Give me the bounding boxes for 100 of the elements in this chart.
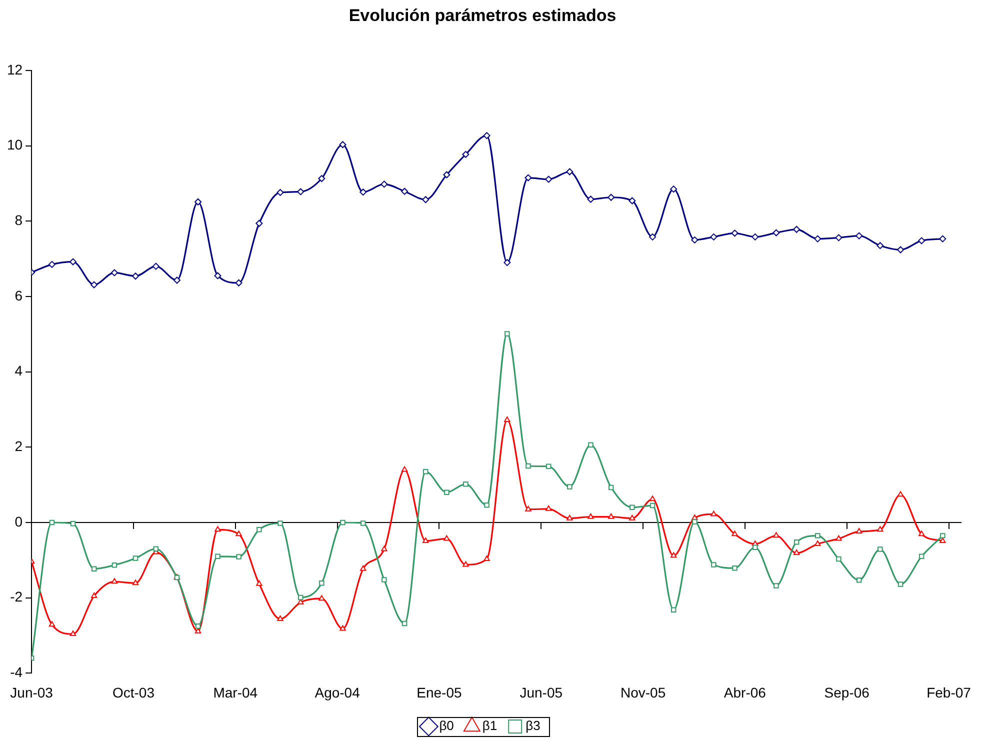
point — [628, 197, 636, 204]
chart-title: Evolución parámetros estimados — [348, 6, 616, 25]
point — [340, 520, 346, 526]
point — [774, 583, 779, 588]
point — [153, 546, 159, 552]
point — [256, 527, 262, 532]
point — [608, 484, 614, 490]
x-tick-label: Ago-04 — [314, 684, 360, 700]
point — [444, 490, 450, 495]
point — [443, 171, 450, 178]
point — [939, 235, 946, 242]
point — [649, 233, 656, 240]
point — [835, 234, 842, 242]
legend-label: β0 — [439, 718, 454, 734]
point — [794, 539, 800, 545]
point — [876, 242, 884, 250]
point — [546, 464, 552, 469]
x-tick-label: Jun-03 — [10, 684, 54, 700]
point — [462, 561, 469, 567]
point — [318, 595, 325, 601]
point — [360, 520, 366, 526]
point — [152, 262, 160, 270]
point — [422, 537, 429, 543]
point — [732, 530, 738, 536]
point — [567, 484, 572, 490]
point — [856, 232, 863, 240]
point — [90, 592, 98, 598]
point — [194, 198, 202, 206]
point — [298, 594, 304, 600]
y-tick-label: 0 — [14, 513, 23, 530]
point — [214, 272, 222, 280]
point — [110, 269, 118, 276]
point — [545, 176, 552, 183]
point — [752, 233, 759, 240]
point — [360, 565, 366, 571]
y-tick-label: 2 — [14, 438, 23, 454]
point — [195, 623, 201, 629]
point — [731, 230, 738, 237]
point — [525, 506, 532, 512]
point — [566, 168, 574, 176]
point — [815, 533, 820, 538]
point — [588, 513, 594, 519]
point — [629, 514, 636, 520]
point — [793, 226, 800, 233]
point — [566, 514, 573, 520]
point — [918, 554, 924, 560]
point — [856, 528, 862, 534]
point — [235, 279, 242, 286]
y-tick-label: 4 — [14, 362, 23, 379]
x-tick-label: Feb-07 — [926, 684, 972, 700]
point — [381, 546, 388, 552]
point — [49, 520, 55, 526]
point — [526, 463, 531, 469]
point — [297, 188, 304, 196]
point — [814, 540, 821, 546]
point — [256, 220, 263, 227]
point — [236, 554, 242, 560]
point — [692, 519, 698, 524]
point — [91, 566, 97, 572]
point — [483, 132, 490, 140]
point — [214, 526, 221, 532]
point — [691, 236, 698, 244]
point — [318, 175, 326, 182]
point — [132, 272, 140, 280]
point — [132, 556, 138, 561]
point — [732, 565, 738, 571]
point — [940, 533, 946, 538]
point — [898, 582, 904, 587]
point — [256, 580, 262, 586]
x-tick-label: Ene-05 — [416, 684, 462, 700]
point — [48, 260, 56, 268]
point — [752, 544, 758, 550]
y-tick-label: -2 — [10, 588, 23, 605]
point — [772, 229, 780, 236]
x-tick-label: Abr-06 — [724, 684, 766, 700]
legend-label: β1 — [482, 718, 498, 734]
point — [630, 504, 635, 510]
point — [484, 502, 490, 508]
point — [236, 530, 242, 536]
point — [422, 196, 430, 204]
point — [277, 615, 284, 621]
point — [649, 496, 656, 502]
point — [70, 521, 76, 526]
point — [504, 331, 510, 336]
point — [194, 628, 202, 634]
point — [319, 580, 324, 586]
point — [710, 510, 717, 516]
point — [380, 180, 388, 188]
point — [918, 530, 925, 536]
point — [918, 237, 926, 244]
point — [650, 502, 656, 508]
point — [836, 556, 842, 562]
point — [462, 150, 470, 158]
point — [48, 621, 56, 627]
point — [276, 188, 284, 196]
x-tick-label: Mar-04 — [213, 684, 258, 700]
point — [608, 194, 615, 201]
x-tick-label: Sep-06 — [824, 684, 870, 700]
point — [402, 620, 408, 626]
point — [70, 258, 77, 266]
